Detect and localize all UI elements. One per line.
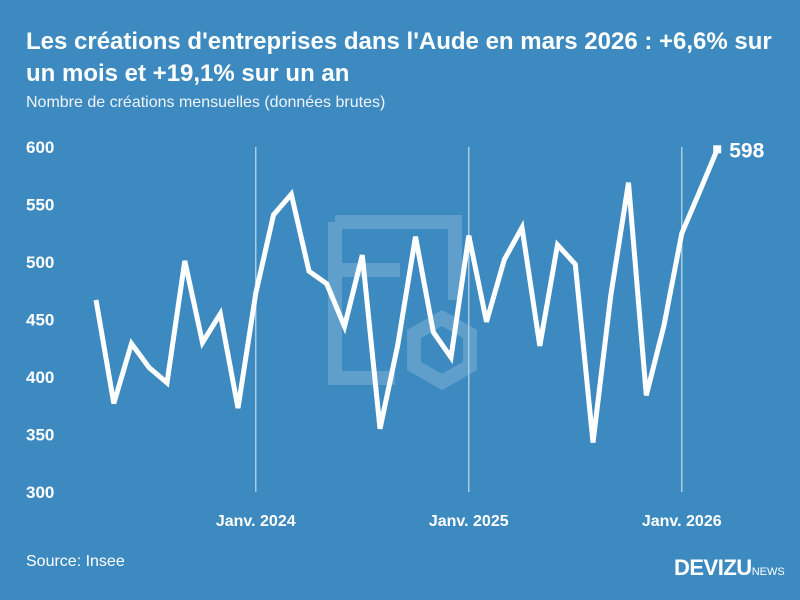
y-tick-label: 350 (26, 426, 54, 445)
end-point-marker (713, 145, 722, 154)
x-tick-label: Janv. 2024 (216, 513, 296, 530)
series-line (93, 148, 720, 443)
y-tick-label: 500 (26, 253, 54, 272)
y-tick-label: 300 (26, 483, 54, 502)
y-tick-label: 450 (26, 311, 54, 330)
y-tick-label: 600 (26, 138, 54, 157)
x-tick-label: Janv. 2025 (429, 513, 509, 530)
y-tick-label: 550 (26, 196, 54, 215)
source-note: Source: Insee (26, 553, 125, 570)
brand-logo: DEVIZUNEWS (674, 555, 785, 581)
end-value-label: 598 (729, 139, 764, 162)
logo-main: DEVIZU (674, 555, 752, 580)
x-tick-label: Janv. 2026 (642, 513, 722, 530)
chart-subtitle: Nombre de créations mensuelles (données … (26, 94, 386, 111)
logo-suffix: NEWS (751, 566, 785, 578)
y-tick-label: 400 (26, 368, 54, 387)
chart-title: Les créations d'entreprises dans l'Aude … (26, 28, 772, 87)
